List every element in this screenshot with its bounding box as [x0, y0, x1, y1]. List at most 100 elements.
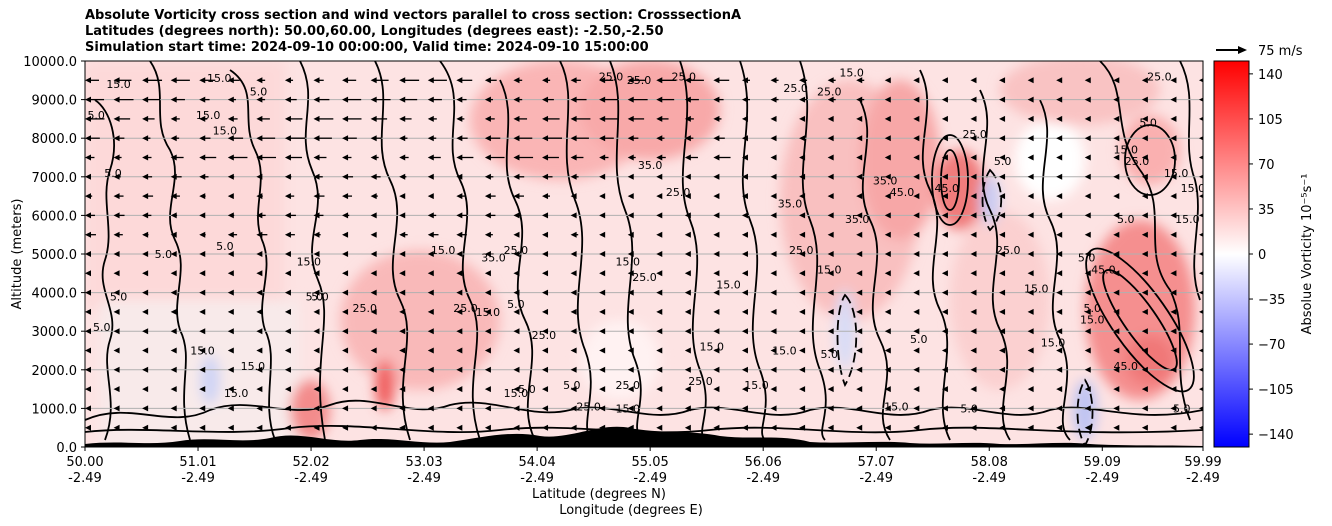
wind-vector-arrow [1084, 115, 1091, 122]
wind-vector-arrow [313, 193, 325, 200]
wind-vector-arrow [1141, 270, 1148, 277]
wind-vector-arrow [1170, 96, 1177, 103]
wind-vector-arrow [1113, 347, 1120, 354]
wind-vector-arrow [941, 251, 948, 257]
wind-vector-arrow [999, 328, 1006, 335]
wind-vector-arrow [627, 115, 645, 122]
wind-vector-arrow [656, 212, 663, 219]
wind-vector-arrow [1113, 173, 1120, 180]
wind-vector-arrow [1113, 270, 1120, 277]
wind-vector-arrow [227, 424, 234, 431]
wind-vector-arrow [1056, 347, 1063, 354]
wind-vector-arrow [941, 386, 948, 393]
wind-vector-arrow [913, 270, 920, 277]
wind-vector-arrow [770, 328, 777, 335]
contour-label: 25.0 [627, 74, 652, 87]
wind-vector-arrow [999, 289, 1006, 296]
contour-label: 5.0 [507, 298, 525, 311]
wind-vector-arrow [227, 135, 244, 142]
wind-vector-arrow [856, 347, 863, 354]
wind-vector-arrow [713, 366, 720, 373]
wind-vector-arrow [85, 366, 91, 373]
contour-label: 5.0 [1083, 302, 1101, 315]
wind-vector-arrow [427, 77, 447, 84]
wind-vector-arrow [113, 135, 125, 142]
wind-vector-arrow [799, 386, 806, 393]
wind-vector-arrow [627, 96, 648, 103]
wind-vector-arrow [1199, 252, 1203, 256]
wind-vector-arrow [1199, 78, 1203, 83]
wind-vector-arrow [599, 231, 606, 238]
wind-vector-arrow [1084, 386, 1091, 393]
wind-vector-arrow [313, 115, 334, 122]
wind-vector-arrow [256, 77, 266, 84]
wind-vector-arrow [427, 96, 442, 103]
wind-vector-arrow [227, 173, 235, 180]
wind-vector-arrow [227, 154, 248, 161]
wind-vector-arrow [284, 424, 291, 431]
wind-vector-arrow [542, 96, 554, 103]
vorticity-field: 15.05.05.05.05.015.05.015.015.05.05.05.0… [85, 61, 1203, 447]
wind-vector-arrow [456, 96, 467, 103]
wind-vector-arrow [199, 115, 208, 122]
wind-vector-arrow [456, 366, 463, 373]
wind-vector-arrow [713, 115, 722, 122]
wind-vector-arrow [313, 135, 332, 142]
wind-vector-arrow [684, 231, 691, 238]
wind-vector-arrow [570, 251, 577, 257]
wind-vector-arrow [542, 366, 549, 373]
wind-vector-arrow [1170, 77, 1177, 84]
wind-vector-arrow [770, 251, 777, 257]
wind-vector-arrow [1027, 193, 1034, 200]
wind-vector-arrow [399, 115, 412, 122]
wind-vector-arrow [999, 270, 1006, 277]
wind-vector-arrow [884, 212, 891, 219]
wind-vector-arrow [599, 328, 606, 335]
wind-vector-arrow [599, 308, 606, 315]
wind-vector-arrow [199, 231, 206, 238]
contour-label: 15.0 [1175, 213, 1200, 226]
wind-vector-arrow [199, 193, 206, 200]
wind-vector-arrow [199, 366, 206, 373]
colorbar-tick-label: 35 [1258, 203, 1275, 218]
wind-vector-arrow [741, 289, 748, 296]
colorbar-tick-label: 140 [1258, 68, 1283, 83]
wind-vector-arrow [741, 115, 748, 122]
wind-vector-arrow [342, 405, 349, 412]
contour-label: 25.0 [688, 375, 713, 388]
wind-vector-arrow [113, 328, 120, 335]
wind-vector-arrow [799, 212, 806, 219]
wind-vector-arrow [142, 115, 155, 122]
wind-vector-arrow [656, 366, 663, 373]
wind-vector-arrow [1199, 271, 1203, 276]
wind-vector-arrow [627, 193, 634, 200]
wind-vector-arrow [513, 135, 533, 142]
wind-vector-arrow [513, 366, 520, 373]
wind-vector-arrow [313, 270, 320, 277]
wind-vector-arrow [1027, 405, 1034, 412]
wind-vector-arrow [456, 251, 463, 257]
wind-vector-arrow [313, 231, 321, 238]
y-tick-label: 3000.0 [32, 325, 78, 340]
wind-vector-arrow [170, 173, 182, 180]
wind-vector-arrow [1027, 289, 1034, 296]
wind-vector-arrow [170, 154, 184, 161]
contour-label: 35.0 [638, 159, 663, 172]
wind-vector-arrow [370, 328, 377, 335]
contour-label: 5.0 [216, 240, 234, 253]
wind-vector-arrow [799, 424, 806, 431]
wind-vector-arrow [370, 289, 377, 296]
wind-vector-arrow [713, 154, 731, 161]
wind-vector-arrow [399, 424, 406, 431]
wind-vector-arrow [970, 270, 977, 277]
wind-vector-arrow [1113, 135, 1120, 142]
wind-vector-arrow [627, 77, 646, 84]
wind-vector-arrow [770, 96, 779, 103]
wind-vector-arrow [427, 328, 434, 335]
wind-vector-arrow [370, 231, 377, 238]
wind-vector-arrow [1027, 366, 1034, 373]
wind-vector-arrow [542, 308, 549, 315]
chart-title-line-2: Latitudes (degrees north): 50.00,60.00, … [85, 24, 664, 39]
wind-vector-arrow [113, 386, 120, 393]
wind-vector-arrow [142, 212, 152, 219]
